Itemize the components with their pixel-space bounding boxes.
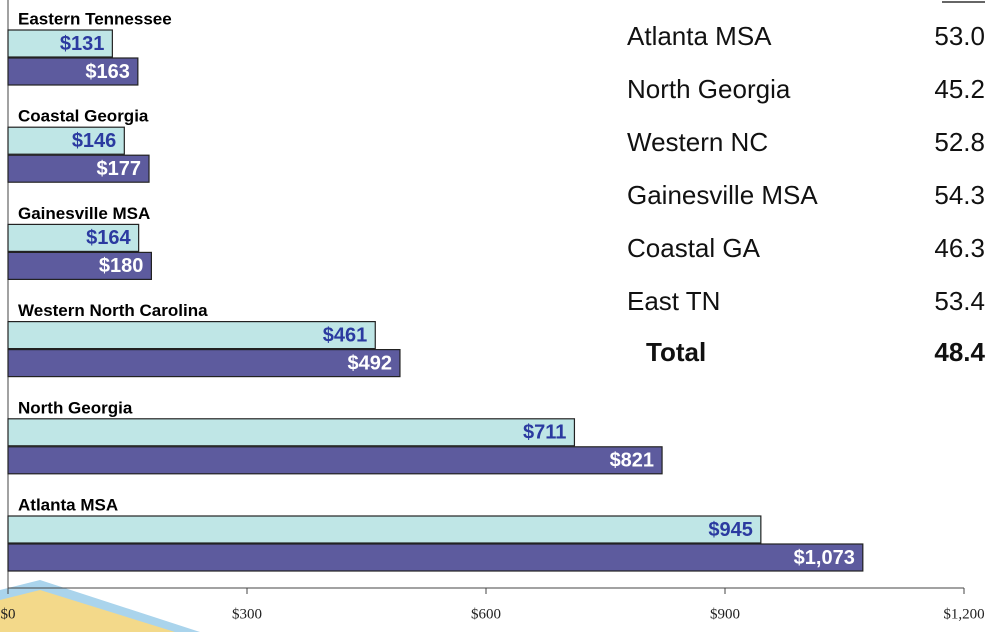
table-label: Gainesville MSA bbox=[627, 180, 818, 210]
value-label: $164 bbox=[86, 227, 131, 249]
table-label: Coastal GA bbox=[627, 233, 761, 263]
value-label: $1,073 bbox=[794, 547, 855, 569]
table-total-label: Total bbox=[646, 337, 706, 367]
x-tick-label: $900 bbox=[710, 606, 740, 622]
table-label: East TN bbox=[627, 286, 720, 316]
bar bbox=[7, 154, 150, 183]
bar bbox=[7, 223, 140, 252]
x-tick-label: $600 bbox=[471, 606, 501, 622]
bar bbox=[7, 57, 139, 86]
x-tick-label: $0 bbox=[1, 606, 16, 622]
bar bbox=[7, 418, 576, 447]
table-label: North Georgia bbox=[627, 74, 791, 104]
bar bbox=[7, 515, 762, 544]
bar bbox=[7, 446, 663, 475]
table-label: Western NC bbox=[627, 127, 768, 157]
bar bbox=[7, 251, 152, 280]
category-label: Gainesville MSA bbox=[18, 204, 150, 223]
bar bbox=[7, 543, 864, 572]
table-label: Atlanta MSA bbox=[627, 21, 772, 51]
value-label: $492 bbox=[347, 352, 392, 374]
category-label: Atlanta MSA bbox=[18, 495, 118, 514]
bar bbox=[7, 126, 125, 155]
value-label: $461 bbox=[323, 324, 368, 346]
bar bbox=[7, 321, 376, 350]
table-value: 52.8 bbox=[934, 127, 985, 157]
value-label: $177 bbox=[97, 158, 142, 180]
category-label: Eastern Tennessee bbox=[18, 9, 172, 28]
value-label: $146 bbox=[72, 130, 117, 152]
category-label: Western North Carolina bbox=[18, 301, 208, 320]
category-label: North Georgia bbox=[18, 398, 133, 417]
value-label: $821 bbox=[610, 450, 655, 472]
table-value: 53.0 bbox=[934, 21, 985, 51]
category-label: Coastal Georgia bbox=[18, 107, 149, 126]
value-label: $945 bbox=[708, 519, 753, 541]
value-label: $163 bbox=[85, 61, 130, 83]
table-value: 45.2 bbox=[934, 74, 985, 104]
value-label: $131 bbox=[60, 33, 105, 55]
bar bbox=[7, 349, 401, 378]
table-value: 53.4 bbox=[934, 286, 985, 316]
table-total-value: 48.4 bbox=[934, 337, 985, 367]
x-tick-label: $300 bbox=[232, 606, 262, 622]
value-label: $711 bbox=[523, 422, 566, 444]
value-label: $180 bbox=[99, 255, 144, 277]
x-tick-label: $1,200 bbox=[943, 606, 984, 622]
table-value: 46.3 bbox=[934, 233, 985, 263]
table-value: 54.3 bbox=[934, 180, 985, 210]
bar bbox=[7, 29, 113, 58]
decoration bbox=[0, 580, 200, 632]
